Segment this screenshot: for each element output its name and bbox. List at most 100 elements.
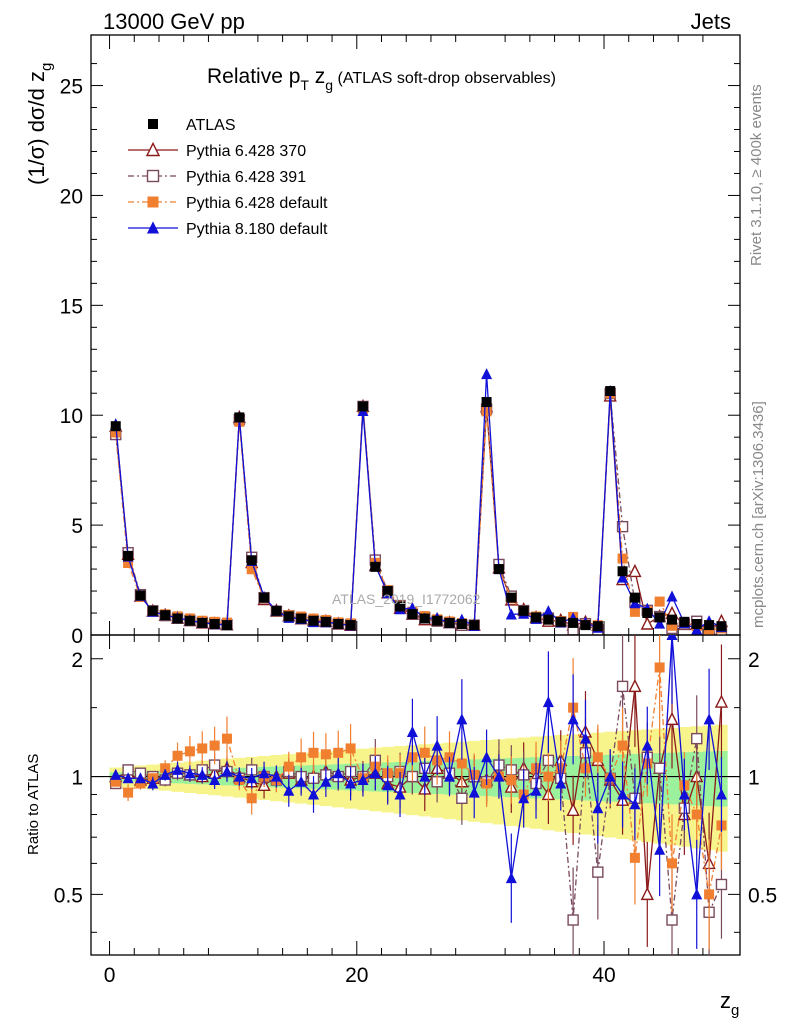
series-line	[115, 393, 722, 631]
data-point	[172, 750, 183, 761]
data-point	[246, 772, 258, 784]
data-point	[592, 866, 604, 878]
data-point	[333, 747, 344, 758]
ratio-tick-label-right: 0.5	[748, 884, 777, 907]
data-point	[617, 740, 628, 751]
data-point	[283, 611, 294, 622]
data-point	[382, 586, 393, 597]
data-point	[654, 596, 665, 607]
data-point	[616, 520, 629, 533]
ratio-tick-label-right: 2	[748, 649, 760, 672]
data-point	[481, 406, 492, 417]
data-point	[246, 564, 257, 575]
data-point	[654, 612, 665, 623]
data-point	[234, 412, 245, 423]
y-tick-label: 5	[71, 515, 83, 538]
data-point	[270, 770, 282, 782]
legend-label: Pythia 8.180 default	[186, 221, 328, 238]
data-point	[654, 843, 666, 855]
data-point	[469, 620, 480, 631]
data-point	[406, 725, 418, 737]
data-point	[320, 616, 331, 627]
data-point	[629, 798, 641, 810]
data-point	[666, 590, 678, 602]
data-point	[320, 775, 332, 787]
data-point	[654, 617, 666, 629]
data-point	[145, 141, 161, 157]
legend-label: Pythia 6.428 default	[186, 195, 328, 212]
data-point	[332, 767, 344, 779]
data-point	[419, 770, 431, 782]
data-point	[295, 775, 307, 787]
data-point	[481, 397, 492, 408]
y-axis-label: (1/σ) dσ/d zg	[24, 63, 55, 185]
data-point	[160, 763, 171, 774]
ratio-tick-label: 1	[71, 767, 83, 790]
ratio-tick-label: 0.5	[54, 884, 83, 907]
data-point	[209, 619, 220, 630]
rivet-label: Rivet 3.1.10, ≥ 400k events	[748, 84, 765, 266]
data-point	[640, 616, 654, 630]
legend-entry: Pythia 6.428 391	[128, 169, 306, 186]
ratio-series-3	[110, 635, 727, 949]
data-point	[530, 784, 542, 796]
data-point	[308, 747, 319, 758]
data-point	[542, 696, 554, 708]
data-point	[579, 732, 591, 744]
data-point	[666, 914, 678, 926]
data-point	[667, 620, 678, 631]
data-point	[184, 746, 195, 757]
data-point	[592, 621, 603, 632]
data-point	[134, 772, 146, 784]
data-point	[691, 619, 702, 630]
data-point	[493, 564, 504, 575]
legend-label: Pythia 6.428 370	[186, 143, 306, 160]
data-point	[159, 768, 171, 780]
data-point	[221, 620, 232, 631]
data-point	[667, 858, 678, 869]
atlas-data	[110, 386, 727, 632]
data-point	[628, 678, 642, 693]
data-point	[184, 767, 196, 779]
data-point	[197, 743, 208, 754]
data-point	[679, 616, 690, 627]
data-point	[110, 421, 121, 432]
data-point	[715, 788, 727, 800]
data-point	[382, 779, 394, 791]
legend-entry: Pythia 6.428 default	[128, 195, 328, 212]
data-point	[135, 778, 146, 789]
data-point	[283, 761, 294, 772]
legend-label: ATLAS	[186, 117, 236, 134]
x-tick-label: 40	[592, 964, 615, 987]
data-point	[320, 749, 331, 760]
data-point	[246, 793, 257, 804]
data-point	[123, 550, 134, 561]
data-point	[703, 713, 715, 725]
data-point	[617, 566, 628, 577]
data-point	[531, 612, 542, 623]
data-point	[259, 592, 270, 603]
data-point	[654, 662, 665, 673]
data-point	[678, 788, 690, 800]
header-right: Jets	[691, 9, 731, 34]
mcplots-label: mcplots.cern.ch [arXiv:1306.3436]	[750, 401, 767, 628]
data-point	[444, 617, 455, 628]
data-point	[184, 615, 195, 626]
data-point	[506, 592, 517, 603]
data-point	[629, 592, 640, 603]
data-point	[308, 615, 319, 626]
data-point	[543, 771, 554, 782]
data-point	[196, 768, 208, 780]
data-point	[704, 620, 715, 631]
chart-title: Relative pT zg (ATLAS soft-drop observab…	[207, 65, 556, 93]
data-point	[146, 221, 160, 234]
data-point	[714, 694, 729, 708]
data-point	[221, 765, 233, 777]
data-point	[617, 571, 629, 583]
ratio-tick-label: 2	[71, 649, 83, 672]
data-point	[604, 770, 616, 782]
data-point	[147, 196, 159, 208]
data-point	[110, 776, 121, 787]
data-point	[345, 620, 356, 631]
